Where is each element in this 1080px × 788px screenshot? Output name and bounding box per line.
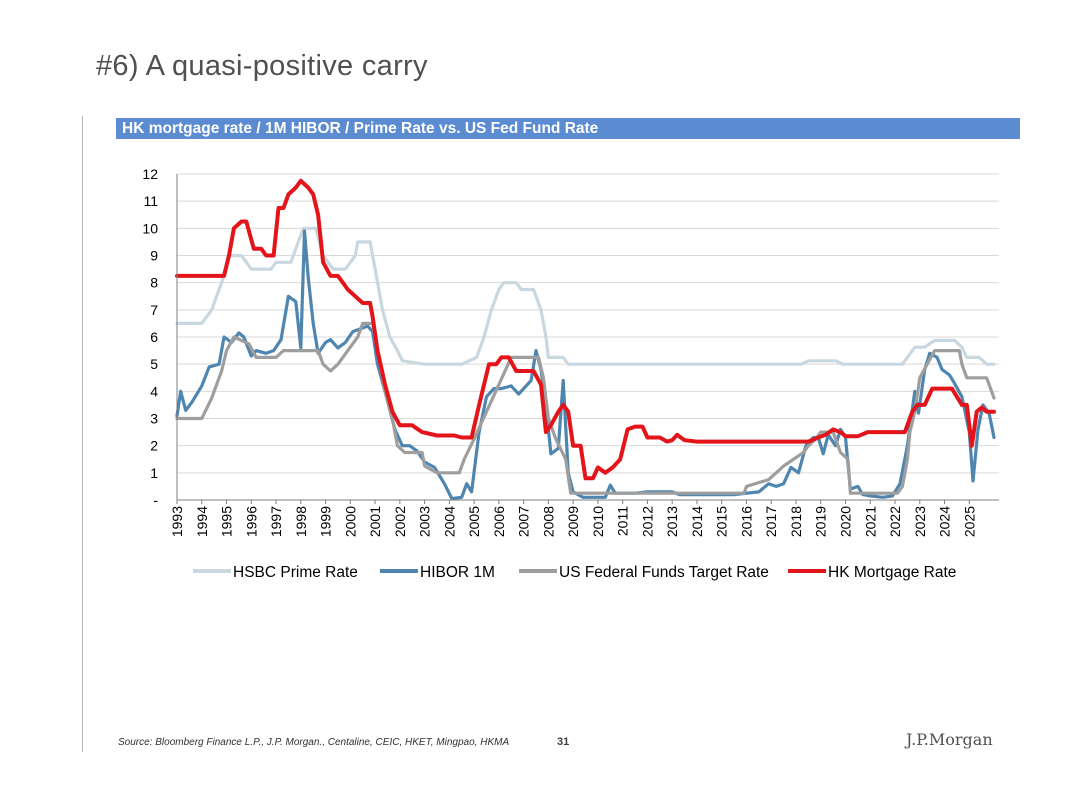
y-tick-label: 5 <box>150 356 158 372</box>
y-tick-label: 12 <box>142 166 158 182</box>
y-tick-label: 6 <box>150 329 158 345</box>
y-tick-label: 11 <box>143 193 158 209</box>
x-tick-label: 2014 <box>689 506 705 537</box>
x-tick-label: 2001 <box>367 506 383 537</box>
x-tick-label: 2003 <box>417 506 433 537</box>
series-line-hsbc-prime-rate <box>175 226 996 366</box>
slide-title: #6) A quasi-positive carry <box>96 50 428 82</box>
x-tick-label: 2007 <box>516 506 532 537</box>
x-tick-label: 2011 <box>615 506 631 536</box>
y-tick-label: 4 <box>150 383 158 399</box>
y-tick-label: 10 <box>142 220 158 236</box>
y-tick-label: 1 <box>150 465 158 481</box>
x-tick-label: 1995 <box>219 506 235 537</box>
source-note: Source: Bloomberg Finance L.P., J.P. Mor… <box>118 737 510 748</box>
x-tick-label: 2002 <box>392 506 408 537</box>
y-tick-label: 7 <box>150 302 158 318</box>
legend-label: HIBOR 1M <box>420 564 495 581</box>
series-line-hk-mortgage-rate <box>175 178 996 481</box>
x-tick-label: 2023 <box>912 506 928 537</box>
series-lines <box>175 178 996 501</box>
x-tick-label: 2005 <box>466 506 482 537</box>
page-number: 31 <box>557 736 570 748</box>
x-tick-label: 2019 <box>813 506 829 537</box>
x-tick-label: 1994 <box>194 506 210 537</box>
x-tick-label: 2015 <box>714 506 730 537</box>
x-tick-label: 2013 <box>664 506 680 537</box>
x-tick-label: 2009 <box>565 506 581 537</box>
x-tick-label: 2008 <box>540 506 556 537</box>
x-tick-label: 2004 <box>441 506 457 537</box>
y-tick-label: 9 <box>150 248 158 264</box>
x-tick-label: 2018 <box>788 506 804 537</box>
x-tick-label: 1999 <box>318 506 334 537</box>
jpmorgan-logo: J.P.Morgan <box>906 730 993 749</box>
y-tick-label: 3 <box>150 411 158 427</box>
x-tick-label: 2025 <box>961 506 977 537</box>
x-tick-label: 1997 <box>268 506 284 537</box>
x-tick-label: 2010 <box>590 506 606 537</box>
x-tick-label: 2006 <box>491 506 507 537</box>
x-tick-label: 2000 <box>342 506 358 537</box>
y-tick-label: - <box>153 492 158 508</box>
legend-label: HK Mortgage Rate <box>828 564 956 581</box>
x-tick-label: 2016 <box>738 506 754 537</box>
x-tick-label: 2022 <box>887 506 903 537</box>
slide-left-rule <box>82 116 83 752</box>
legend: HSBC Prime Rate HIBOR 1M US Federal Funds … <box>193 564 956 581</box>
series-line-us-federal-funds-target-rate <box>175 321 996 495</box>
legend-label: HSBC Prime Rate <box>233 564 358 581</box>
x-tick-label: 2021 <box>862 506 878 537</box>
x-tick-label: 2024 <box>937 506 953 537</box>
x-tick-label: 1998 <box>293 506 309 537</box>
x-tick-label: 2020 <box>837 506 853 537</box>
chart-title-banner: HK mortgage rate / 1M HIBOR / Prime Rate… <box>116 118 1020 139</box>
x-tick-label: 2017 <box>763 506 779 537</box>
series-line-hibor-1m <box>175 229 996 501</box>
y-tick-label: 8 <box>150 275 158 291</box>
x-tick-label: 1993 <box>169 506 185 537</box>
legend-label: US Federal Funds Target Rate <box>559 564 769 581</box>
y-tick-label: 2 <box>150 438 158 454</box>
x-tick-label: 1996 <box>243 506 259 537</box>
x-tick-label: 2012 <box>639 506 655 537</box>
